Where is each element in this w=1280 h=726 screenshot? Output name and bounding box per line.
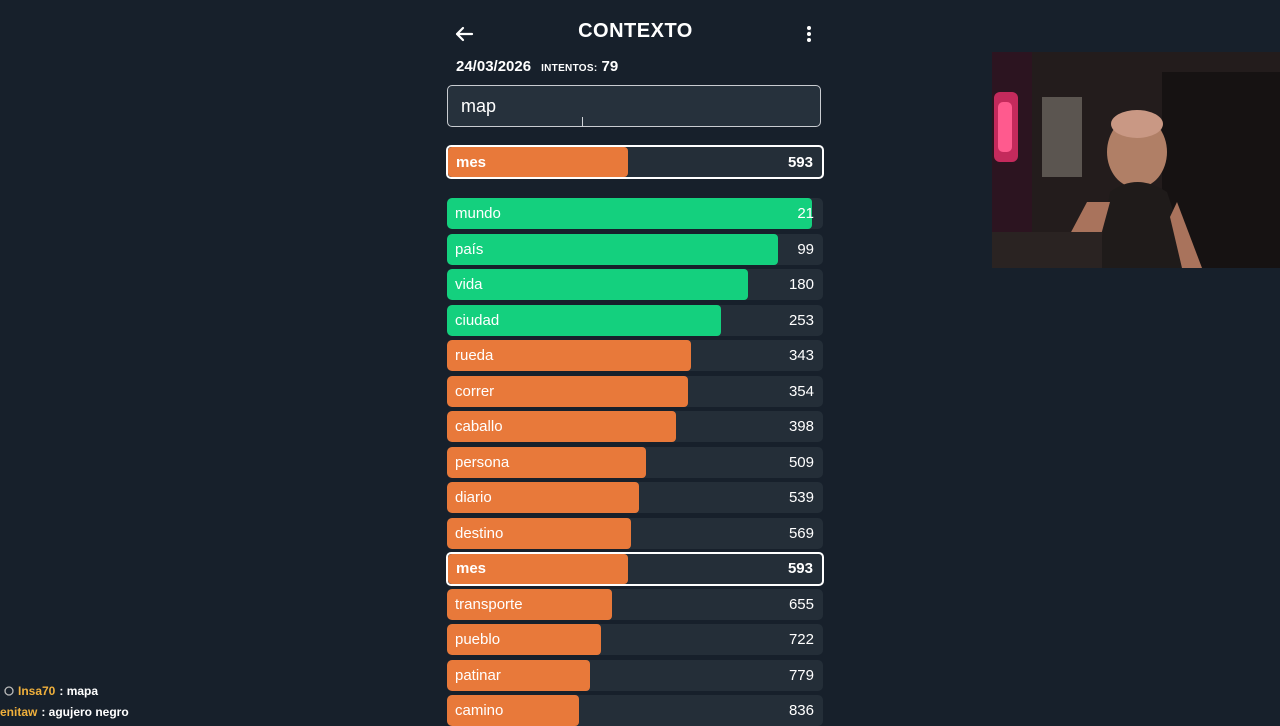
guess-word: mundo: [455, 205, 501, 222]
similarity-bar: [447, 517, 632, 549]
guess-row: ciudad 253: [447, 304, 823, 336]
guess-row: persona 509: [447, 446, 823, 478]
guess-row: país 99: [447, 233, 823, 265]
guess-word: persona: [455, 453, 510, 471]
guess-row: pueblo 722: [447, 624, 823, 655]
guess-rank: 593: [787, 560, 813, 577]
guess-word: ciudad: [455, 311, 500, 329]
guess-row: transporte 655: [447, 588, 823, 620]
chat-badge-icon: [4, 685, 14, 696]
guess-word: patinar: [455, 666, 501, 684]
guess-word: transporte: [455, 595, 523, 613]
guess-word: vida: [455, 276, 483, 293]
guess-rank: 398: [788, 418, 814, 435]
guess-rank: 21: [797, 205, 814, 222]
chat-username: Insa70: [18, 683, 56, 698]
guess-rank: 99: [797, 240, 814, 258]
guess-row: vida 180: [447, 269, 823, 300]
guess-row: destino 569: [447, 517, 823, 549]
guess-rank: 509: [788, 453, 814, 471]
arrow-left-icon[interactable]: [452, 22, 476, 46]
similarity-bar: [447, 482, 639, 513]
webcam-overlay: [992, 52, 1280, 268]
guess-row: rueda 343: [447, 340, 823, 371]
chat-username: enitaw: [0, 704, 38, 719]
guess-rank: 343: [788, 347, 814, 364]
game-meta: 24/03/2026 INTENTOS: 79: [456, 58, 618, 75]
guess-row: mundo 21: [447, 198, 823, 229]
similarity-bar: [447, 659, 590, 691]
guess-word: caballo: [455, 418, 503, 435]
game-date: 24/03/2026: [456, 58, 532, 75]
guess-rank: 253: [788, 311, 814, 329]
guess-word: mes: [456, 560, 487, 577]
guess-row: correr 354: [447, 375, 823, 407]
chat-text: : agujero negro: [41, 704, 129, 719]
guess-rank: 655: [788, 595, 814, 613]
similarity-bar: [447, 233, 778, 265]
guess-word: diario: [455, 489, 492, 506]
similarity-bar: [447, 624, 602, 655]
text-cursor-icon: [582, 117, 583, 127]
last-guess-row: mes 593: [446, 145, 824, 179]
guess-rank: 593: [787, 153, 813, 171]
similarity-bar: [447, 411, 677, 442]
guess-word: camino: [455, 702, 504, 719]
attempts-label: INTENTOS:: [541, 63, 598, 74]
guess-rank: 539: [788, 489, 814, 506]
similarity-bar: [448, 147, 628, 177]
chat-message: Insa70 : mapa: [4, 680, 129, 701]
guess-row: diario 539: [447, 482, 823, 513]
guess-word: país: [455, 240, 484, 258]
guess-rank: 569: [788, 524, 814, 542]
similarity-bar: [447, 198, 812, 229]
guess-word: mes: [456, 153, 487, 171]
guess-row: caballo 398: [447, 411, 823, 442]
chat-message: enitaw : agujero negro: [0, 701, 129, 722]
streamer-webcam-image: [992, 52, 1280, 268]
guess-row: camino 836: [447, 695, 823, 726]
guess-row: mes 593: [446, 551, 824, 586]
guess-row: patinar 779: [447, 659, 823, 691]
similarity-bar: [447, 340, 692, 371]
stream-chat: Insa70 : mapa enitaw : agujero negro: [0, 680, 129, 722]
similarity-bar: [447, 269, 748, 300]
page-title: CONTEXTO: [578, 20, 693, 42]
attempts-count: 79: [601, 58, 619, 75]
guess-word: correr: [455, 382, 495, 400]
guess-word: rueda: [455, 347, 494, 364]
guess-rank: 180: [788, 276, 814, 293]
guess-rank: 354: [788, 382, 814, 400]
contexto-app: CONTEXTO 24/03/2026 INTENTOS: 79 mes 593…: [446, 0, 825, 726]
chat-text: : mapa: [59, 683, 99, 698]
similarity-bar: [447, 375, 688, 407]
guess-word: pueblo: [455, 631, 501, 648]
similarity-bar: [447, 446, 647, 478]
guess-rank: 836: [788, 702, 814, 719]
similarity-bar: [447, 304, 722, 336]
guess-rank: 722: [788, 631, 814, 648]
guess-word: destino: [455, 524, 504, 542]
guess-input[interactable]: [447, 85, 821, 127]
guess-rank: 779: [788, 666, 814, 684]
more-vertical-icon[interactable]: [799, 22, 819, 46]
similarity-bar: [448, 553, 628, 584]
similarity-bar: [447, 588, 613, 620]
